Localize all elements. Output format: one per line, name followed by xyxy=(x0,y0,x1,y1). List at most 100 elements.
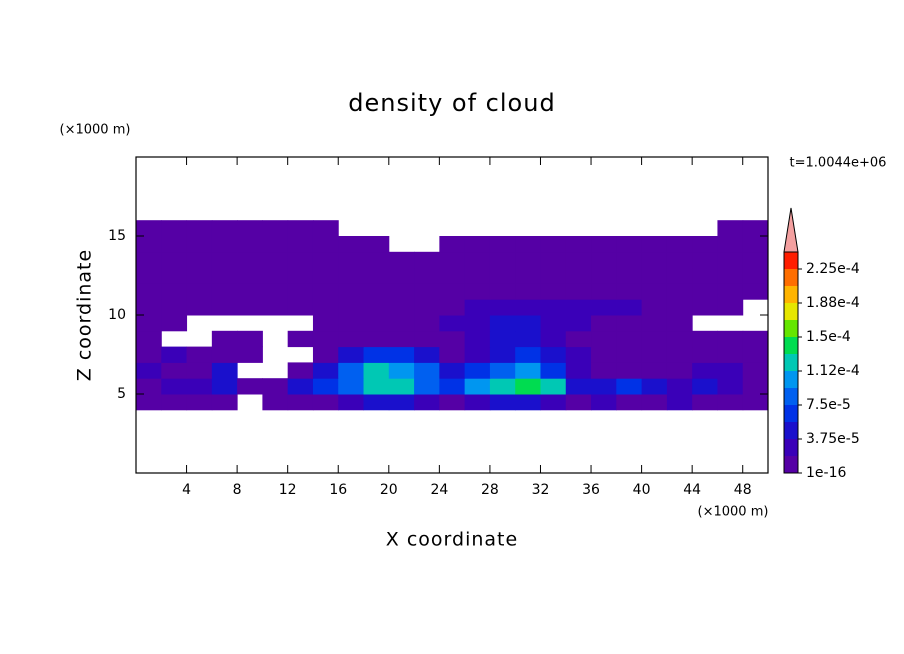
contour-cell xyxy=(439,283,466,300)
contour-cell xyxy=(692,283,718,300)
x-tick-label: 20 xyxy=(380,482,398,498)
contour-cell xyxy=(161,251,188,269)
contour-cell xyxy=(186,236,213,253)
contour-cell xyxy=(312,346,339,363)
contour-cell xyxy=(136,299,162,316)
contour-cell xyxy=(464,330,491,348)
contour-cell xyxy=(414,346,440,363)
contour-cell xyxy=(666,330,693,348)
contour-cell xyxy=(489,315,516,332)
contour-cell xyxy=(338,236,365,253)
contour-cell xyxy=(363,362,390,379)
contour-cell xyxy=(237,236,263,253)
x-tick-label: 44 xyxy=(683,482,701,498)
contour-cell xyxy=(186,378,213,395)
contour-cell xyxy=(717,283,744,300)
contour-cell xyxy=(742,362,769,379)
contour-cell xyxy=(515,251,541,269)
contour-cell xyxy=(591,346,617,363)
contour-cell xyxy=(641,378,668,395)
contour-cell xyxy=(211,362,238,379)
contour-cell xyxy=(666,394,693,411)
contour-cell xyxy=(287,267,314,284)
contour-cell xyxy=(540,283,567,300)
contour-cell xyxy=(338,299,365,316)
contour-cell xyxy=(262,283,289,300)
colorbar-band xyxy=(784,371,798,388)
contour-cell xyxy=(591,394,617,411)
contour-cell xyxy=(464,299,491,316)
colorbar-band xyxy=(784,269,798,286)
contour-cell xyxy=(388,330,415,348)
contour-cell xyxy=(363,299,390,316)
colorbar-band xyxy=(784,252,798,269)
contour-cell xyxy=(641,251,668,269)
contour-cell xyxy=(515,283,541,300)
contour-cell xyxy=(388,315,415,332)
contour-cell xyxy=(211,394,238,411)
contour-cell xyxy=(439,378,466,395)
contour-cell xyxy=(540,378,567,395)
contour-cell xyxy=(388,362,415,379)
contour-cell xyxy=(312,283,339,300)
contour-cell xyxy=(489,251,516,269)
contour-cell xyxy=(565,251,592,269)
contour-cell xyxy=(237,220,263,237)
contour-cell xyxy=(388,299,415,316)
x-tick-label: 16 xyxy=(329,482,347,498)
colorbar-band xyxy=(784,439,798,456)
contour-cell xyxy=(388,283,415,300)
contour-cell xyxy=(489,283,516,300)
contour-cell xyxy=(414,330,440,348)
y-tick-label: 5 xyxy=(117,386,126,402)
contour-cell xyxy=(363,330,390,348)
contour-cell xyxy=(464,236,491,253)
contour-cell xyxy=(161,220,188,237)
contour-cell xyxy=(262,394,289,411)
contour-cell xyxy=(565,394,592,411)
contour-cell xyxy=(489,236,516,253)
contour-cell xyxy=(262,299,289,316)
contour-cell xyxy=(666,267,693,284)
contour-cell xyxy=(388,346,415,363)
contour-cell xyxy=(136,267,162,284)
contour-cell xyxy=(338,362,365,379)
contour-cell xyxy=(388,251,415,269)
contour-cell xyxy=(641,330,668,348)
contour-cell xyxy=(388,267,415,284)
contour-cell xyxy=(312,378,339,395)
contour-cell xyxy=(641,283,668,300)
contour-cell xyxy=(136,378,162,395)
colorbar-band xyxy=(784,303,798,320)
contour-cell xyxy=(262,267,289,284)
contour-cell xyxy=(312,330,339,348)
contour-cell xyxy=(464,267,491,284)
contour-cell xyxy=(262,220,289,237)
contour-cell xyxy=(591,362,617,379)
contour-cell xyxy=(666,299,693,316)
contour-cell xyxy=(287,251,314,269)
contour-cell xyxy=(161,283,188,300)
contour-cell xyxy=(742,251,769,269)
contour-cell xyxy=(439,330,466,348)
contour-cell xyxy=(742,283,769,300)
contour-cell xyxy=(136,362,162,379)
contour-cell xyxy=(312,362,339,379)
contour-cell xyxy=(717,251,744,269)
contour-cell xyxy=(464,362,491,379)
contour-cell xyxy=(237,346,263,363)
colorbar-tick-label: 7.5e-5 xyxy=(806,397,851,413)
contour-cell xyxy=(717,299,744,316)
contour-cell xyxy=(742,346,769,363)
contour-cell xyxy=(136,220,162,237)
contour-cell xyxy=(464,346,491,363)
contour-cell xyxy=(565,267,592,284)
contour-cell xyxy=(312,236,339,253)
colorbar-extend xyxy=(783,207,799,253)
contour-cell xyxy=(692,394,718,411)
contour-cell xyxy=(161,394,188,411)
contour-cell xyxy=(666,362,693,379)
contour-cell xyxy=(363,283,390,300)
contour-cell xyxy=(591,251,617,269)
